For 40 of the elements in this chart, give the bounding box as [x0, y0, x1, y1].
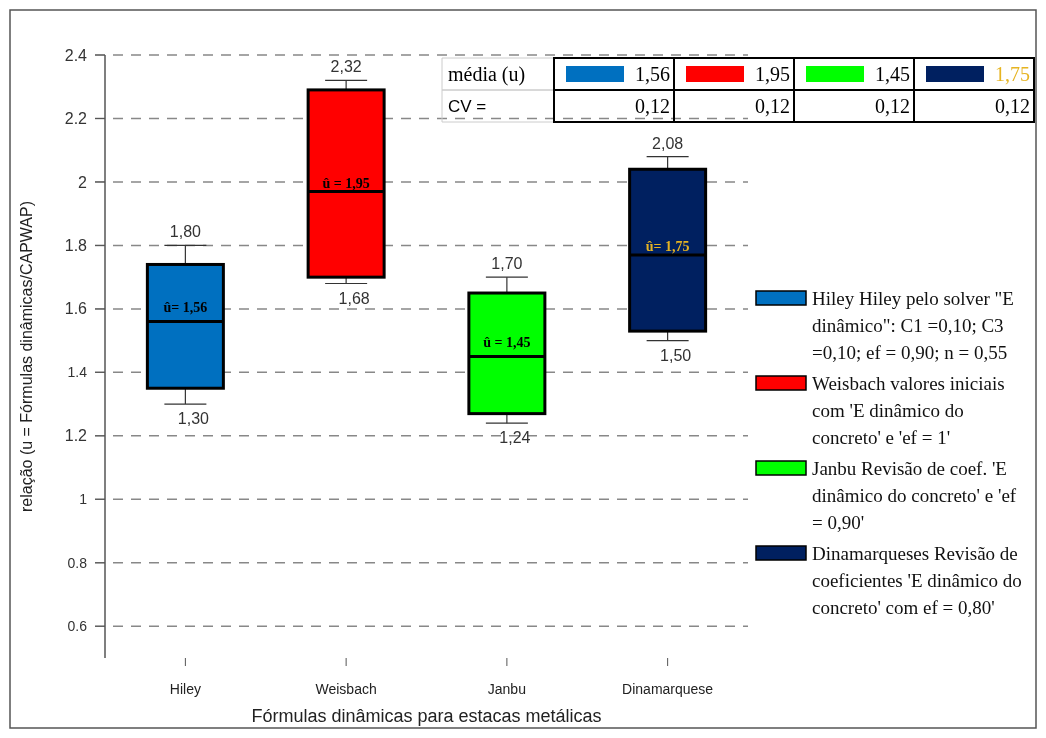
y-tick-label: 0.6 — [67, 618, 88, 635]
annotation: 1,68 — [338, 289, 370, 307]
legend-label: Dinamarqueses Revisão de coeficientes 'E dinâmico do concreto' com ef = 0,80' — [812, 542, 1022, 618]
x-tick-label: Janbu — [487, 681, 526, 697]
y-tick-label: 1.2 — [64, 427, 88, 445]
text: 0,12 — [995, 95, 1030, 117]
y-axis-title: relação (u = Fórmulas dinâmicas/CAPWAP) — [18, 200, 35, 513]
x-axis-title: Fórmulas dinâmicas para estacas metálicas — [251, 706, 602, 726]
annotation: 1,50 — [660, 346, 692, 364]
annotation: 2,32 — [330, 58, 362, 76]
text: 0,12 — [875, 95, 910, 117]
annotation: 0,12 — [635, 95, 670, 117]
annotation: 1,30 — [177, 410, 210, 428]
annotation: média (u) — [448, 63, 526, 86]
annotation: 1,80 — [169, 223, 202, 241]
annotation: û= 1,75 — [645, 239, 690, 255]
annotation: û = 1,45 — [483, 334, 531, 350]
annotation: 2,08 — [652, 134, 684, 152]
annotation: û= 1,56 — [163, 299, 208, 315]
y-tick-label: 1.4 — [67, 364, 88, 381]
y-tick-label: 1 — [79, 491, 88, 508]
annotation: û = 1,95 — [322, 175, 370, 191]
x-tick-label: Hiley — [169, 681, 201, 697]
legend-label: Hiley Hiley pelo solver "E dinâmico": C1 =0,10; C3 =0,10; ef = 0,90; n = 0,55 — [812, 287, 1014, 363]
annotation: 1,24 — [499, 429, 531, 447]
y-tick-label: 1.8 — [64, 237, 88, 255]
text: 1,75 — [995, 63, 1030, 85]
text: 1,45 — [875, 63, 910, 85]
y-tick-label: 2.2 — [64, 110, 88, 128]
annotation: 1,70 — [491, 255, 523, 273]
annotation: 1,56 — [635, 63, 670, 85]
y-tick-label: 0.8 — [67, 554, 88, 571]
x-tick-label: Weisbach — [315, 681, 377, 697]
legend-label: Weisbach valores iniciais com 'E dinâmico do concreto' e 'ef = 1' — [812, 372, 1005, 448]
y-tick-label: 2.4 — [64, 46, 88, 64]
y-tick-label: 1.6 — [64, 300, 88, 318]
annotation: CV = — [448, 96, 487, 116]
y-tick-label: 2 — [78, 173, 88, 191]
x-tick-label: Dinamarquese — [622, 681, 714, 697]
legend-label: Janbu Revisão de coef. 'E dinâmico do concreto' e 'ef = 0,90' — [812, 457, 1017, 533]
